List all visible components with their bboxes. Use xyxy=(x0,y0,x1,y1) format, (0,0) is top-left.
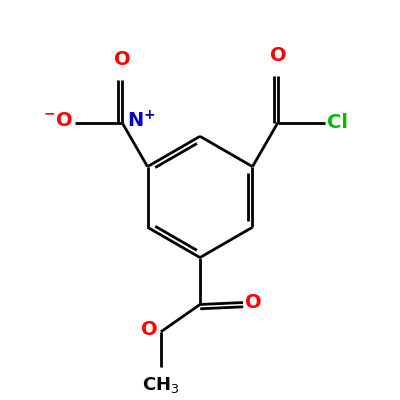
Text: $\mathregular{{}^{-}O}$: $\mathregular{{}^{-}O}$ xyxy=(43,111,73,130)
Text: O: O xyxy=(141,320,158,339)
Text: $\mathregular{N^{+}}$: $\mathregular{N^{+}}$ xyxy=(127,110,155,131)
Text: Cl: Cl xyxy=(327,113,348,132)
Text: CH$_3$: CH$_3$ xyxy=(142,375,180,395)
Text: O: O xyxy=(270,46,286,66)
Text: O: O xyxy=(245,293,262,312)
Text: O: O xyxy=(114,50,130,70)
